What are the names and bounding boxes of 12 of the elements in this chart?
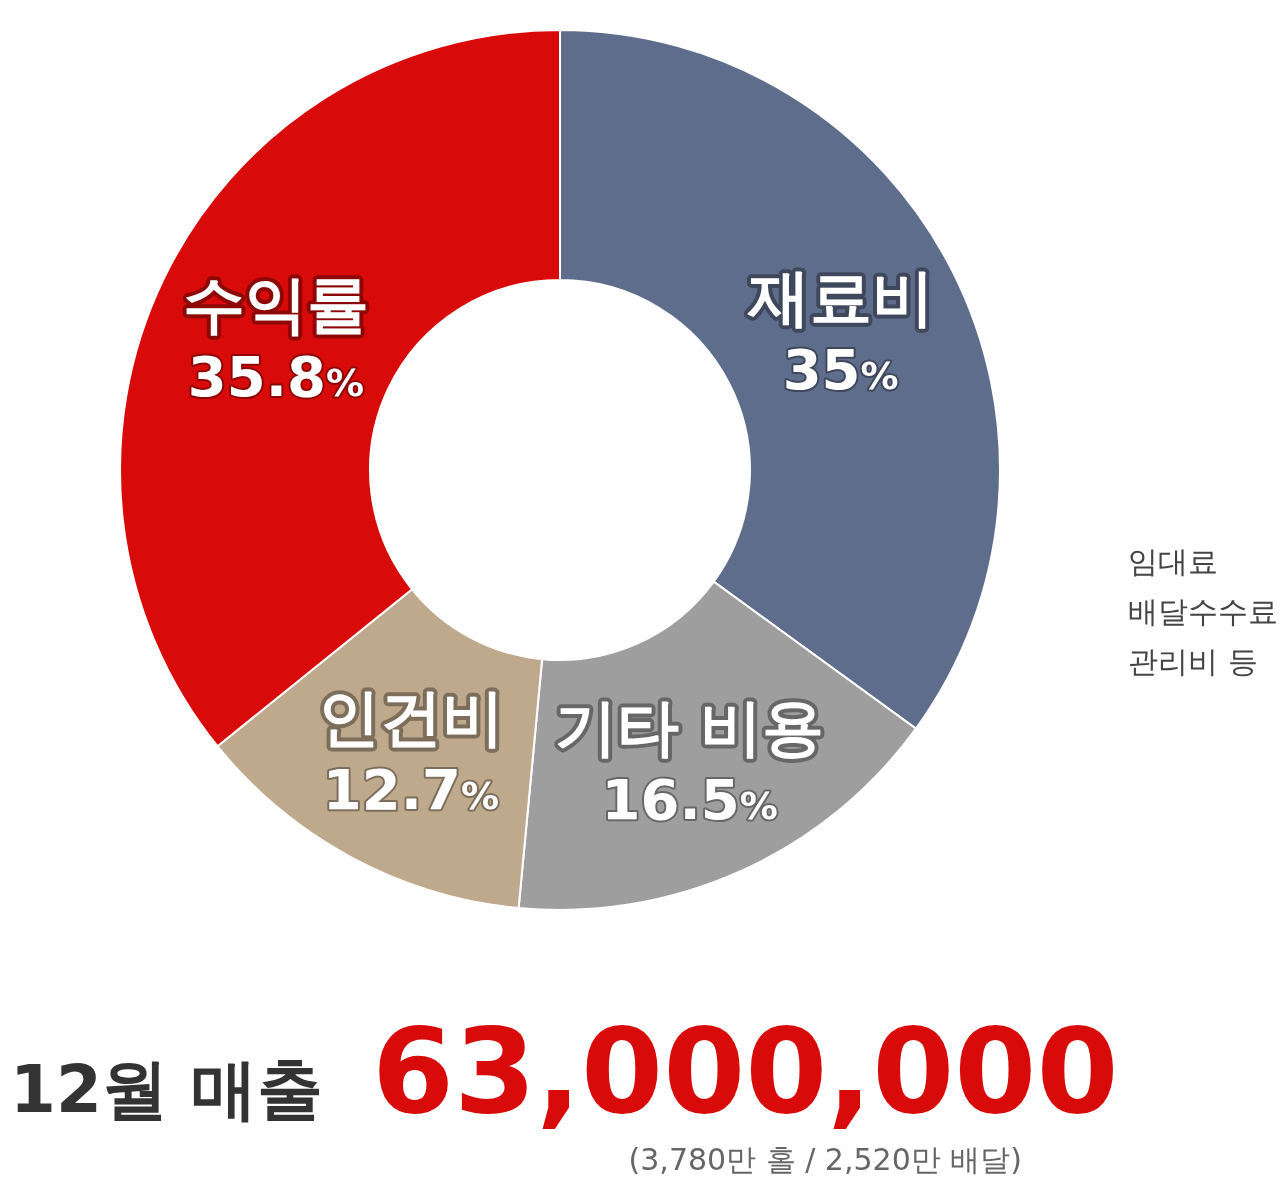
text: 12월 매출: [10, 1051, 323, 1128]
data-label: 35%: [782, 336, 899, 402]
data-label: 12.7%: [322, 757, 499, 823]
data-label: 16.5%: [601, 767, 778, 833]
slice-label: 기타 비용: [554, 691, 825, 765]
data-label: 35.8%: [187, 344, 364, 410]
text: 63,000,000: [372, 1002, 1119, 1140]
slice-label: 수익률: [182, 268, 369, 342]
text: 임대료 배달수수료 관리비 등: [1128, 544, 1278, 679]
text: (3,780만 홀 / 2,520만 배달): [628, 1142, 1022, 1177]
slice-label: 인건비: [317, 681, 504, 755]
slice-label: 재료비: [746, 260, 934, 334]
